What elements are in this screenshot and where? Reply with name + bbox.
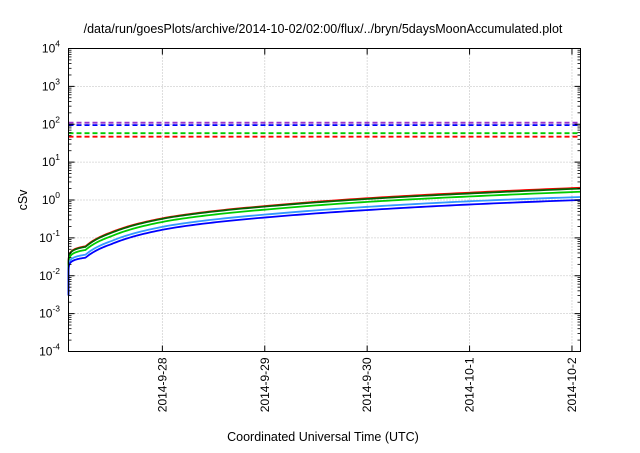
y-tick-base: 10: [42, 117, 56, 131]
y-tick-exponent: -1: [52, 228, 60, 238]
x-axis-label: Coordinated Universal Time (UTC): [227, 430, 419, 444]
y-tick-base: 10: [39, 231, 53, 245]
x-tick-label: 2014-9-30: [360, 357, 374, 412]
series-line: [67, 187, 581, 294]
y-tick-base: 10: [39, 345, 53, 359]
x-tick-labels: 2014-9-28 2014-9-29 2014-9-30 2014-10-1 2014…: [155, 357, 579, 412]
x-tick-label: 2014-9-28: [155, 357, 169, 412]
y-tick-label: 101: [42, 152, 60, 169]
y-tick-exponent: 4: [55, 39, 60, 49]
y-tick-base: 10: [42, 42, 56, 56]
y-tick-label: 100: [42, 190, 60, 207]
ticks: [68, 48, 581, 352]
y-tick-exponent: 2: [55, 114, 60, 124]
y-tick-label: 10-2: [39, 266, 60, 283]
y-tick-label: 10-1: [39, 228, 60, 245]
x-tick-label: 2014-9-29: [258, 357, 272, 412]
series-line: [67, 199, 581, 296]
chart-title: /data/run/goesPlots/archive/2014-10-02/0…: [84, 22, 563, 36]
series-group: [67, 121, 581, 296]
y-tick-exponent: 0: [55, 190, 60, 200]
y-tick-label: 10-3: [39, 304, 60, 321]
x-tick-label: 2014-10-1: [463, 357, 477, 412]
y-tick-base: 10: [39, 269, 53, 283]
y-tick-label: 103: [42, 76, 60, 93]
y-tick-base: 10: [42, 79, 56, 93]
y-tick-exponent: -3: [52, 304, 60, 314]
y-tick-exponent: -4: [52, 342, 60, 352]
y-tick-label: 104: [42, 39, 60, 56]
y-axis-label: cSv: [16, 189, 30, 211]
y-tick-exponent: 1: [55, 152, 60, 162]
y-tick-base: 10: [39, 307, 53, 321]
series-line: [67, 190, 581, 296]
y-tick-base: 10: [42, 155, 56, 169]
y-tick-base: 10: [42, 193, 56, 207]
y-tick-exponent: -2: [52, 266, 60, 276]
y-tick-label: 102: [42, 114, 60, 131]
y-tick-label: 10-4: [39, 342, 60, 359]
y-tick-exponent: 3: [55, 76, 60, 86]
series-line: [67, 196, 581, 296]
x-tick-label: 2014-10-2: [565, 357, 579, 412]
